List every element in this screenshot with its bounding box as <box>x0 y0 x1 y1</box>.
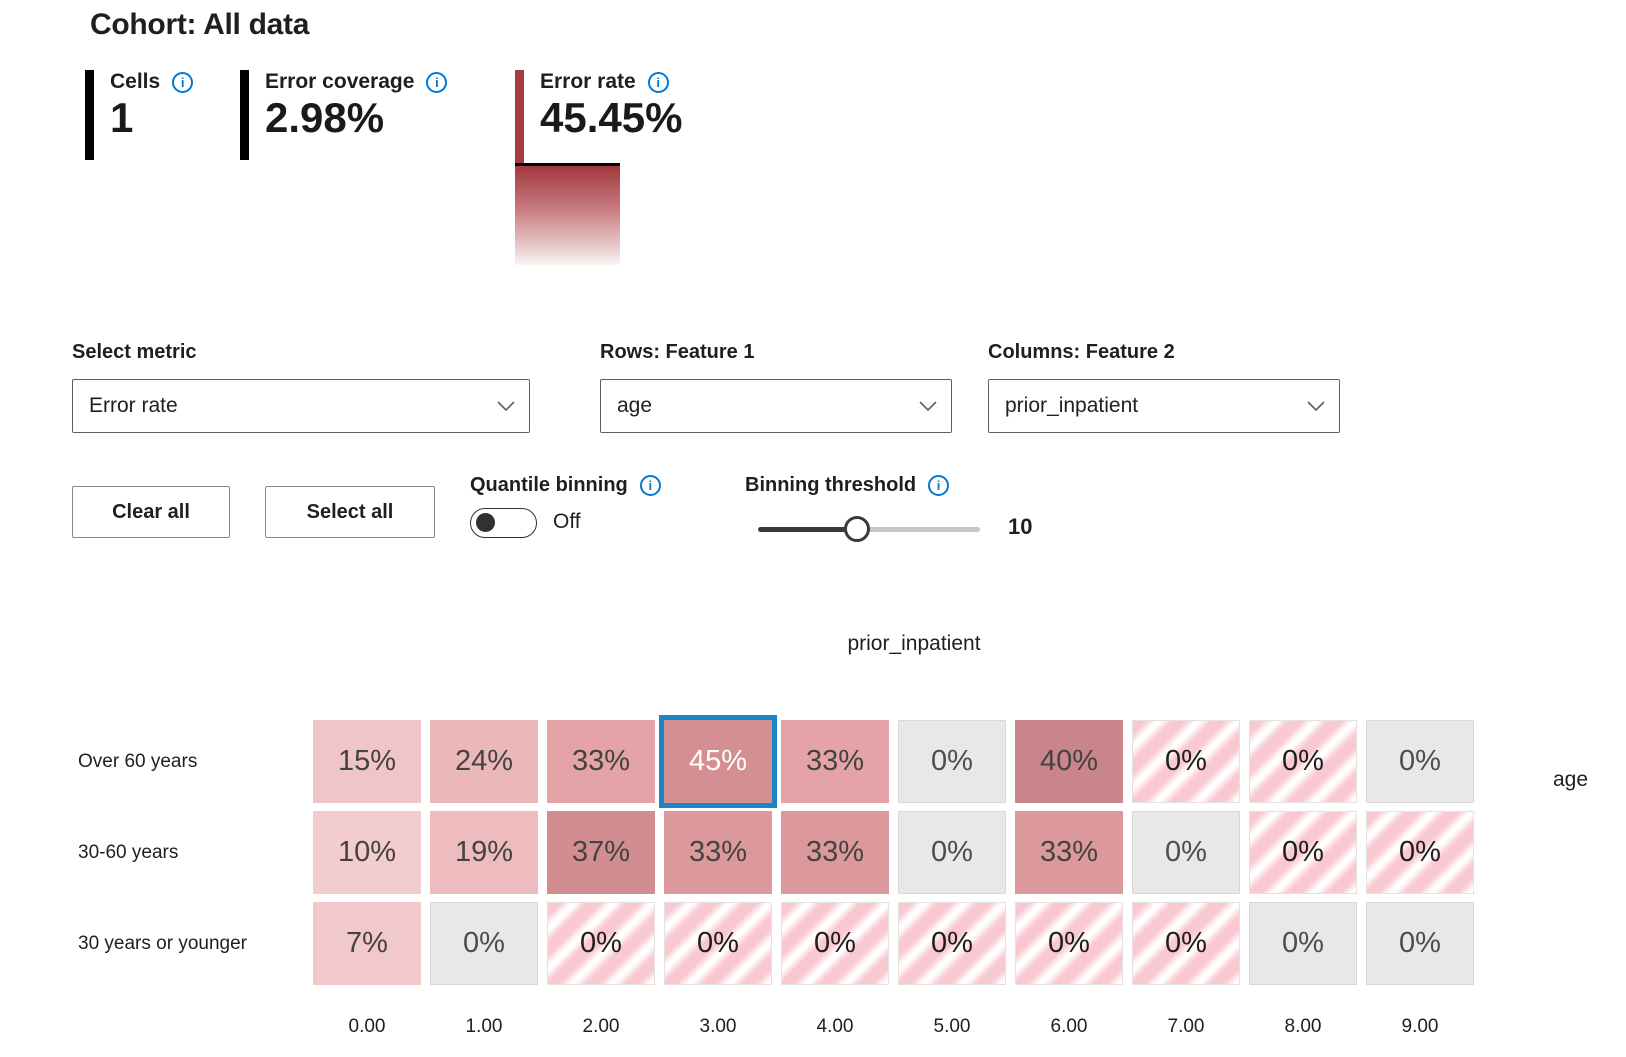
slider-track-filled[interactable] <box>758 527 857 532</box>
quantile-binning-state: Off <box>553 510 581 533</box>
info-icon[interactable]: i <box>426 71 448 93</box>
metric-cells-value: 1 <box>110 94 134 141</box>
heatmap-cell[interactable]: 0% <box>898 811 1006 894</box>
heatmap-column-label: 3.00 <box>699 1016 737 1037</box>
metric-cells-label: Cells <box>110 70 161 93</box>
heatmap-row-label: 30 years or younger <box>78 932 247 954</box>
heatmap-column-label: 8.00 <box>1284 1016 1322 1037</box>
heatmap-cell[interactable]: 33% <box>781 811 889 894</box>
chevron-down-icon <box>1307 394 1325 418</box>
heatmap-cell[interactable]: 33% <box>547 720 655 803</box>
metric-bar <box>515 70 524 163</box>
quantile-binning-toggle[interactable] <box>470 508 537 538</box>
select-metric-label: Select metric <box>72 341 197 363</box>
heatmap-column-label: 0.00 <box>348 1016 386 1037</box>
heatmap-row-label: 30-60 years <box>78 841 179 863</box>
heatmap-column-label: 5.00 <box>933 1016 971 1037</box>
rows-feature-dropdown[interactable]: age <box>600 379 952 433</box>
heatmap-cell[interactable]: 7% <box>313 902 421 985</box>
slider-knob[interactable] <box>844 516 870 542</box>
cohort-title: Cohort: All data <box>90 8 310 41</box>
metric-bar <box>85 70 94 160</box>
error-rate-gradient-legend <box>515 163 620 265</box>
info-icon[interactable]: i <box>647 71 669 93</box>
clear-all-button[interactable]: Clear all <box>72 486 230 538</box>
heatmap-column-label: 6.00 <box>1050 1016 1088 1037</box>
heatmap-column-label: 2.00 <box>582 1016 620 1037</box>
cols-feature-value: prior_inpatient <box>1005 394 1139 417</box>
chevron-down-icon <box>919 394 937 418</box>
metric-bar <box>240 70 249 160</box>
metric-error-coverage-value: 2.98% <box>265 94 385 141</box>
heatmap-column-label: 7.00 <box>1167 1016 1205 1037</box>
heatmap-cell[interactable]: 0% <box>898 902 1006 985</box>
heatmap-cell[interactable]: 0% <box>1015 902 1123 985</box>
cols-feature-label: Columns: Feature 2 <box>988 341 1175 363</box>
heatmap-row-axis-title: age <box>1553 768 1589 791</box>
heatmap-cell[interactable]: 0% <box>781 902 889 985</box>
metric-tile-error-rate: Error rate i 45.45% <box>515 70 682 163</box>
info-icon[interactable]: i <box>928 475 950 496</box>
rows-feature-label: Rows: Feature 1 <box>600 341 755 363</box>
heatmap-cell[interactable]: 33% <box>1015 811 1123 894</box>
info-icon[interactable]: i <box>639 475 661 496</box>
heatmap-cell[interactable]: 0% <box>430 902 538 985</box>
heatmap-column-label: 1.00 <box>465 1016 503 1037</box>
heatmap-cell[interactable]: 0% <box>1132 720 1240 803</box>
select-metric-dropdown[interactable]: Error rate <box>72 379 530 433</box>
heatmap-cell[interactable]: 0% <box>1366 720 1474 803</box>
heatmap-cell[interactable]: 33% <box>664 811 772 894</box>
metric-error-rate-label: Error rate <box>540 70 636 93</box>
heatmap-cell[interactable]: 0% <box>898 720 1006 803</box>
binning-threshold-slider[interactable] <box>758 516 980 542</box>
metric-tile-cells: Cells i 1 <box>85 70 194 160</box>
binning-threshold-value: 10 <box>1008 514 1033 539</box>
heatmap-column-label: 9.00 <box>1401 1016 1439 1037</box>
metric-tile-error-coverage: Error coverage i 2.98% <box>240 70 448 160</box>
heatmap-column-axis-title: prior_inpatient <box>847 632 981 655</box>
metric-error-rate-value: 45.45% <box>540 94 683 141</box>
heatmap-cell[interactable]: 0% <box>1366 902 1474 985</box>
heatmap-cell[interactable]: 19% <box>430 811 538 894</box>
toggle-knob <box>476 513 495 532</box>
cols-feature-dropdown[interactable]: prior_inpatient <box>988 379 1340 433</box>
heatmap-cell[interactable]: 15% <box>313 720 421 803</box>
heatmap-cell[interactable]: 24% <box>430 720 538 803</box>
heatmap-cell[interactable]: 0% <box>1249 720 1357 803</box>
heatmap-cell[interactable]: 37% <box>547 811 655 894</box>
chevron-down-icon <box>497 394 515 418</box>
select-all-button[interactable]: Select all <box>265 486 435 538</box>
binning-threshold-label: Binning threshold i <box>745 474 950 497</box>
heatmap-cell[interactable]: 0% <box>1366 811 1474 894</box>
heatmap-cell[interactable]: 10% <box>313 811 421 894</box>
heatmap-cell[interactable]: 0% <box>1249 902 1357 985</box>
heatmap-cell[interactable]: 33% <box>781 720 889 803</box>
heatmap-cell-selected[interactable]: 45% <box>659 715 777 808</box>
select-metric-value: Error rate <box>89 394 178 417</box>
info-icon[interactable]: i <box>172 71 194 93</box>
heatmap-row-label: Over 60 years <box>78 750 198 772</box>
metric-error-coverage-label: Error coverage <box>265 70 415 93</box>
heatmap-cell[interactable]: 0% <box>547 902 655 985</box>
slider-track[interactable] <box>857 527 980 532</box>
rows-feature-value: age <box>617 394 653 417</box>
quantile-binning-label: Quantile binning i <box>470 474 661 497</box>
heatmap-cell[interactable]: 0% <box>1249 811 1357 894</box>
heatmap-cell[interactable]: 0% <box>1132 811 1240 894</box>
heatmap-cell[interactable]: 40% <box>1015 720 1123 803</box>
heatmap-cell[interactable]: 0% <box>664 902 772 985</box>
heatmap-cell[interactable]: 0% <box>1132 902 1240 985</box>
heatmap-column-label: 4.00 <box>816 1016 854 1037</box>
